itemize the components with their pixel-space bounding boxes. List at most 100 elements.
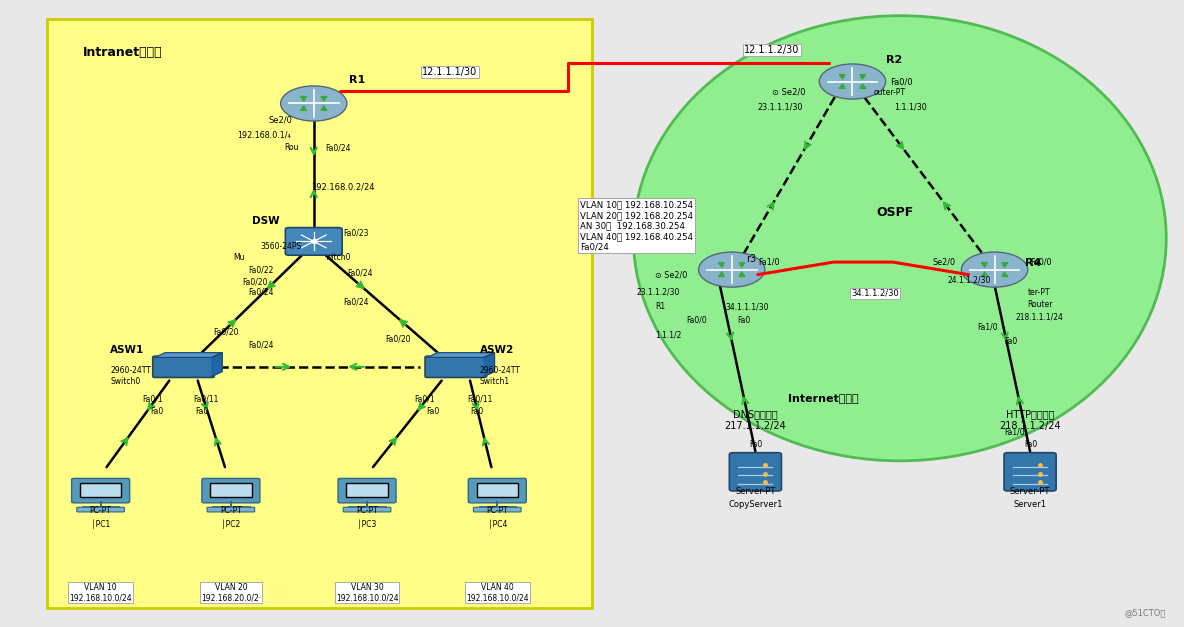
Text: Fa0/20: Fa0/20 bbox=[213, 327, 239, 336]
Circle shape bbox=[961, 252, 1028, 287]
Text: PC-PT: PC-PT bbox=[220, 506, 242, 515]
Polygon shape bbox=[212, 352, 223, 376]
Text: R2: R2 bbox=[886, 55, 902, 65]
FancyBboxPatch shape bbox=[77, 507, 124, 512]
FancyBboxPatch shape bbox=[729, 453, 781, 491]
Text: PC-PT: PC-PT bbox=[90, 506, 111, 515]
Text: witch0: witch0 bbox=[326, 253, 352, 262]
Polygon shape bbox=[484, 352, 495, 376]
Text: Switch1: Switch1 bbox=[480, 377, 509, 386]
Text: R4: R4 bbox=[1025, 258, 1042, 268]
Text: Fa0/20: Fa0/20 bbox=[385, 335, 411, 344]
Text: ⊙ Se2/0: ⊙ Se2/0 bbox=[772, 87, 805, 96]
Text: 12.1.1.1/30: 12.1.1.1/30 bbox=[423, 67, 477, 77]
Text: VLAN 40
192.168.10.0/24: VLAN 40 192.168.10.0/24 bbox=[466, 583, 528, 602]
Text: ⊙ Se2/0: ⊙ Se2/0 bbox=[655, 270, 687, 279]
Text: Fa0/22: Fa0/22 bbox=[249, 266, 274, 275]
Text: Fa0/24: Fa0/24 bbox=[326, 144, 352, 152]
FancyBboxPatch shape bbox=[285, 228, 342, 255]
Text: DSW: DSW bbox=[252, 216, 279, 226]
Text: Se2/0: Se2/0 bbox=[269, 115, 292, 124]
Text: ASW1: ASW1 bbox=[110, 345, 144, 355]
Text: Server-PT: Server-PT bbox=[1010, 487, 1050, 496]
Text: Internet互联网: Internet互联网 bbox=[787, 393, 858, 403]
Polygon shape bbox=[427, 352, 495, 357]
Text: Fa0/24: Fa0/24 bbox=[249, 288, 275, 297]
FancyBboxPatch shape bbox=[346, 483, 388, 497]
Polygon shape bbox=[155, 352, 223, 357]
FancyBboxPatch shape bbox=[476, 483, 519, 497]
Text: VLAN 30
192.168.10.0/24: VLAN 30 192.168.10.0/24 bbox=[336, 583, 398, 602]
Text: VLAN 10
192.168.10.0/24: VLAN 10 192.168.10.0/24 bbox=[70, 583, 131, 602]
Text: OSPF: OSPF bbox=[876, 206, 913, 219]
Text: Switch0: Switch0 bbox=[110, 377, 141, 386]
Text: R1: R1 bbox=[655, 302, 665, 311]
FancyBboxPatch shape bbox=[201, 478, 260, 503]
Text: 23.1.1.2/30: 23.1.1.2/30 bbox=[637, 288, 681, 297]
Text: HTTP服务器：: HTTP服务器： bbox=[1006, 409, 1054, 419]
Text: ASW2: ASW2 bbox=[480, 345, 514, 355]
Text: 218.1.1.2/24: 218.1.1.2/24 bbox=[999, 421, 1061, 431]
Text: Fa0: Fa0 bbox=[426, 407, 439, 416]
Text: Fa0/0: Fa0/0 bbox=[1030, 258, 1051, 266]
Text: Fa0/24: Fa0/24 bbox=[347, 269, 373, 278]
Text: 34.1.1.1/30: 34.1.1.1/30 bbox=[726, 302, 770, 311]
Text: @51CTO博: @51CTO博 bbox=[1125, 609, 1166, 618]
Text: r3: r3 bbox=[746, 254, 757, 264]
FancyBboxPatch shape bbox=[71, 478, 129, 503]
Text: Mu: Mu bbox=[233, 253, 245, 262]
Text: VLAN 20
192.168.20.0/2‧: VLAN 20 192.168.20.0/2‧ bbox=[201, 583, 260, 602]
Text: │PC1: │PC1 bbox=[91, 519, 110, 529]
Text: PC-PT: PC-PT bbox=[356, 506, 378, 515]
Text: 192.168.0.1/₄: 192.168.0.1/₄ bbox=[237, 131, 290, 140]
Text: Fa0/0: Fa0/0 bbox=[687, 316, 708, 325]
Text: Intranet企业网: Intranet企业网 bbox=[83, 46, 162, 60]
Circle shape bbox=[699, 252, 765, 287]
Text: Fa0/23: Fa0/23 bbox=[343, 228, 369, 237]
Text: Fa1/0: Fa1/0 bbox=[758, 258, 779, 266]
Text: Fa0/0: Fa0/0 bbox=[890, 78, 913, 87]
FancyBboxPatch shape bbox=[1004, 453, 1056, 491]
Text: Fa0: Fa0 bbox=[738, 316, 751, 325]
FancyBboxPatch shape bbox=[468, 478, 526, 503]
Text: 217.1.1.2/24: 217.1.1.2/24 bbox=[725, 421, 786, 431]
Text: Rou: Rou bbox=[284, 144, 298, 152]
FancyBboxPatch shape bbox=[474, 507, 521, 512]
Text: 2960-24TT: 2960-24TT bbox=[110, 366, 152, 375]
Text: Fa0: Fa0 bbox=[470, 407, 483, 416]
FancyBboxPatch shape bbox=[153, 356, 214, 377]
Text: 34.1.1.2/30: 34.1.1.2/30 bbox=[851, 289, 899, 298]
FancyBboxPatch shape bbox=[79, 483, 122, 497]
Text: 1.1.1/2: 1.1.1/2 bbox=[655, 330, 681, 339]
Text: 1.1.1/30: 1.1.1/30 bbox=[894, 103, 927, 112]
Text: ter-PT: ter-PT bbox=[1028, 288, 1050, 297]
Text: CopyServer1: CopyServer1 bbox=[728, 500, 783, 508]
Text: 23.1.1.1/30: 23.1.1.1/30 bbox=[758, 103, 803, 112]
Text: Fa1/0: Fa1/0 bbox=[977, 322, 997, 331]
Text: Fa0/24: Fa0/24 bbox=[249, 341, 275, 350]
Text: 12.1.1.2/30: 12.1.1.2/30 bbox=[745, 45, 799, 55]
Text: 24.1.1.2/30: 24.1.1.2/30 bbox=[947, 275, 991, 284]
FancyBboxPatch shape bbox=[210, 483, 252, 497]
Text: VLAN 10： 192.168.10.254
VLAN 20： 192.168.20.254
AN 30：  192.168.30.254
VLAN 40： : VLAN 10： 192.168.10.254 VLAN 20： 192.168… bbox=[580, 201, 694, 251]
Text: 3560-24PS: 3560-24PS bbox=[260, 242, 302, 251]
Text: │PC2: │PC2 bbox=[221, 519, 240, 529]
Circle shape bbox=[819, 64, 886, 99]
Text: Fa0: Fa0 bbox=[195, 407, 208, 416]
Text: Fa1/0: Fa1/0 bbox=[1004, 428, 1024, 436]
Text: Fa0: Fa0 bbox=[749, 440, 762, 449]
Text: │PC4: │PC4 bbox=[488, 519, 507, 529]
FancyBboxPatch shape bbox=[425, 356, 487, 377]
Circle shape bbox=[281, 86, 347, 121]
Ellipse shape bbox=[633, 16, 1166, 461]
Text: Fa0: Fa0 bbox=[150, 407, 163, 416]
Text: Router: Router bbox=[1028, 300, 1054, 309]
FancyBboxPatch shape bbox=[339, 478, 395, 503]
Text: 218.1.1.1/24: 218.1.1.1/24 bbox=[1016, 313, 1063, 322]
Text: R1: R1 bbox=[349, 75, 366, 85]
FancyBboxPatch shape bbox=[207, 507, 255, 512]
Text: 192.168.0.2/24: 192.168.0.2/24 bbox=[311, 182, 375, 191]
Text: │PC3: │PC3 bbox=[358, 519, 377, 529]
Text: Fa0/24: Fa0/24 bbox=[343, 297, 369, 306]
Text: Fa0/11: Fa0/11 bbox=[468, 394, 493, 403]
